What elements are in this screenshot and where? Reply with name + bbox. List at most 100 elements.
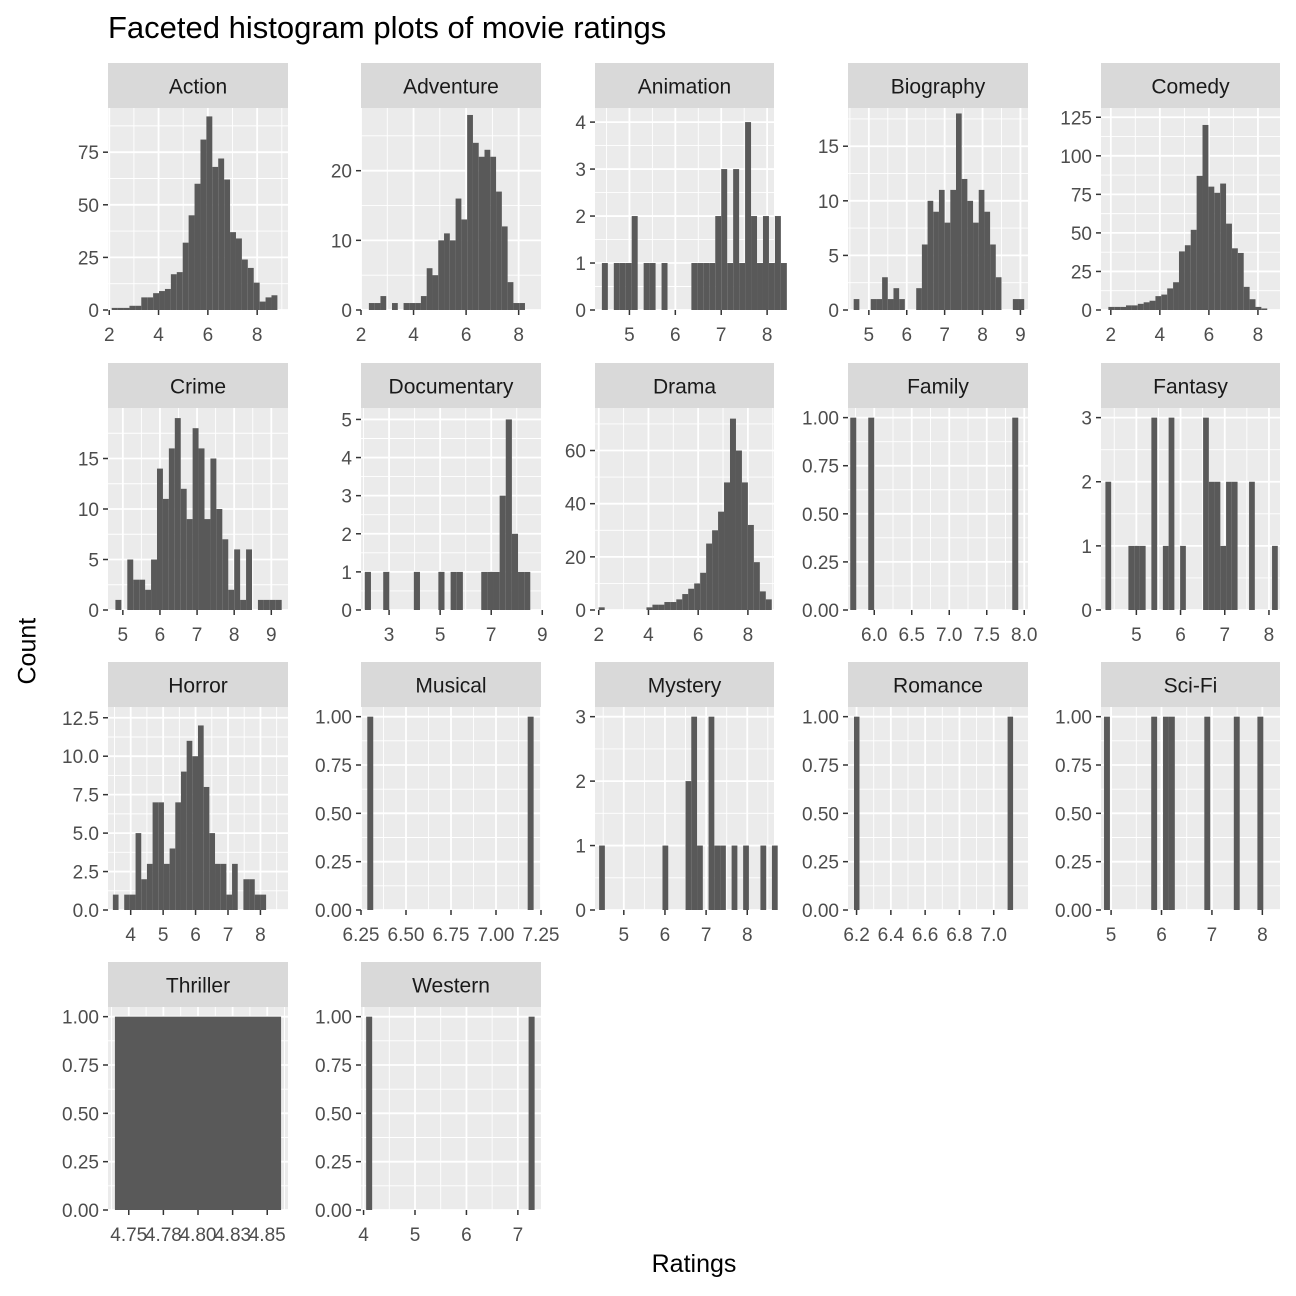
histogram-bar: [524, 571, 531, 610]
y-tick-label: 1.00: [802, 409, 839, 430]
y-tick-label: 5: [828, 246, 839, 267]
x-tick-label: 8: [229, 625, 240, 646]
histogram-bar: [226, 894, 233, 910]
facet-title: Sci-Fi: [1164, 675, 1218, 698]
histogram-bar: [1214, 481, 1221, 610]
y-tick-label: 15: [818, 137, 839, 158]
histogram-bar: [676, 599, 683, 610]
histogram-bar: [682, 594, 689, 610]
histogram-bar: [1233, 716, 1240, 910]
histogram-bar: [234, 549, 241, 610]
x-tick-label: 8: [1264, 625, 1275, 646]
histogram-bar: [243, 879, 250, 910]
histogram-bar: [743, 845, 749, 910]
x-tick-label: 5: [158, 925, 169, 946]
histogram-bar: [685, 781, 692, 910]
histogram-bar: [739, 263, 746, 310]
histogram-bar: [853, 299, 860, 310]
histogram-bar: [204, 519, 211, 610]
y-tick-label: 1.00: [315, 708, 352, 729]
facet-comedy: Comedy 0 25 50 75 100 125 2 4 6 8: [1060, 63, 1280, 346]
histogram-bar: [527, 716, 534, 910]
y-tick-label: 0.25: [1055, 853, 1092, 874]
histogram-bar: [175, 802, 181, 910]
panel-background: [848, 707, 1028, 910]
histogram-bar: [481, 571, 488, 610]
histogram-bar: [1255, 306, 1262, 310]
histogram-bar: [275, 599, 282, 610]
histogram-bar: [366, 1016, 373, 1210]
x-tick-label: 2: [1106, 325, 1117, 346]
histogram-bar: [938, 189, 945, 310]
panel-background: [361, 1007, 541, 1210]
y-tick-label: 4: [575, 113, 586, 134]
histogram-bar: [198, 448, 205, 610]
histogram-bar: [1196, 175, 1203, 310]
x-tick-label: 7.5: [974, 625, 1000, 646]
histogram-bar: [1137, 303, 1144, 310]
histogram-bar: [269, 599, 276, 610]
y-tick-label: 2.5: [73, 863, 99, 884]
histogram-bar: [882, 277, 888, 310]
x-tick-label: 5: [410, 1225, 421, 1246]
x-tick-label: 6.75: [433, 925, 470, 946]
histogram-bar: [870, 299, 877, 310]
histogram-bar: [729, 418, 736, 610]
y-tick-label: 1.00: [62, 1008, 99, 1029]
x-tick-label: 8: [977, 325, 988, 346]
histogram-bar: [1202, 124, 1209, 311]
histogram-bar: [147, 297, 154, 310]
histogram-bar: [950, 189, 956, 310]
x-tick-label: 6.50: [388, 925, 425, 946]
y-tick-label: 2: [341, 525, 352, 546]
x-tick-label: 6: [1175, 625, 1186, 646]
histogram-bar: [135, 833, 142, 910]
histogram-bar: [1018, 299, 1025, 310]
y-tick-label: 0.75: [315, 756, 352, 777]
histogram-bar: [1243, 286, 1250, 310]
x-tick-label: 6: [1156, 925, 1167, 946]
histogram-bar: [499, 495, 506, 610]
x-tick-label: 8.0: [1011, 625, 1037, 646]
histogram-bar: [1257, 716, 1264, 910]
y-tick-label: 0.0: [73, 901, 99, 922]
histogram-bar: [260, 894, 267, 910]
histogram-bar: [228, 589, 235, 610]
histogram-bar: [198, 725, 204, 910]
facet-strip: [108, 662, 288, 707]
histogram-bar: [478, 156, 485, 310]
y-tick-label: 2: [575, 772, 586, 793]
x-tick-label: 6.5: [899, 625, 925, 646]
histogram-bar: [368, 303, 375, 310]
histogram-bar: [652, 604, 659, 610]
histogram-bar: [200, 139, 207, 310]
y-tick-label: 1.00: [315, 1008, 352, 1029]
histogram-bar: [1272, 545, 1278, 610]
histogram-bar: [774, 216, 781, 310]
histogram-bar: [751, 216, 758, 310]
y-tick-label: 2: [575, 207, 586, 228]
y-tick-label: 5: [88, 551, 99, 572]
facet-title: Crime: [170, 376, 226, 399]
facet-strip: [361, 63, 541, 108]
histogram-bar: [1120, 306, 1127, 310]
histogram-bar: [619, 263, 626, 310]
x-tick-label: 6: [693, 625, 704, 646]
y-tick-label: 0: [575, 301, 586, 322]
facet-title: Adventure: [403, 76, 499, 99]
histogram-bar: [967, 200, 974, 310]
histogram-bar: [1208, 186, 1215, 310]
facet-animation: Animation 0 1 2 3 4 5 6 7 8: [575, 63, 787, 346]
histogram-bar: [224, 179, 231, 310]
histogram-bar: [927, 200, 934, 310]
histogram-bar: [519, 303, 525, 310]
histogram-bar: [111, 307, 118, 310]
histogram-bar: [364, 571, 371, 610]
histogram-bar: [493, 571, 500, 610]
y-tick-label: 20: [331, 162, 352, 183]
x-tick-label: 6.2: [843, 925, 869, 946]
histogram-bar: [715, 216, 722, 310]
facet-western: Western 0.00 0.25 0.50 0.75 1.00 4 5 6 7: [315, 962, 541, 1246]
y-tick-label: 0: [1081, 601, 1092, 622]
histogram-bar: [117, 307, 124, 310]
